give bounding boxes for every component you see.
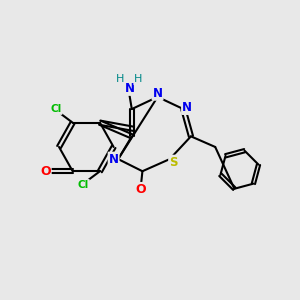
Text: O: O xyxy=(40,165,51,178)
Text: N: N xyxy=(182,101,192,114)
Text: Cl: Cl xyxy=(78,180,89,190)
Text: H: H xyxy=(134,74,143,84)
Text: Cl: Cl xyxy=(50,104,62,114)
Text: N: N xyxy=(109,153,118,166)
Text: O: O xyxy=(136,183,146,196)
Text: H: H xyxy=(116,74,124,84)
Text: N: N xyxy=(124,82,134,95)
Text: S: S xyxy=(169,156,178,169)
Text: N: N xyxy=(153,87,163,100)
